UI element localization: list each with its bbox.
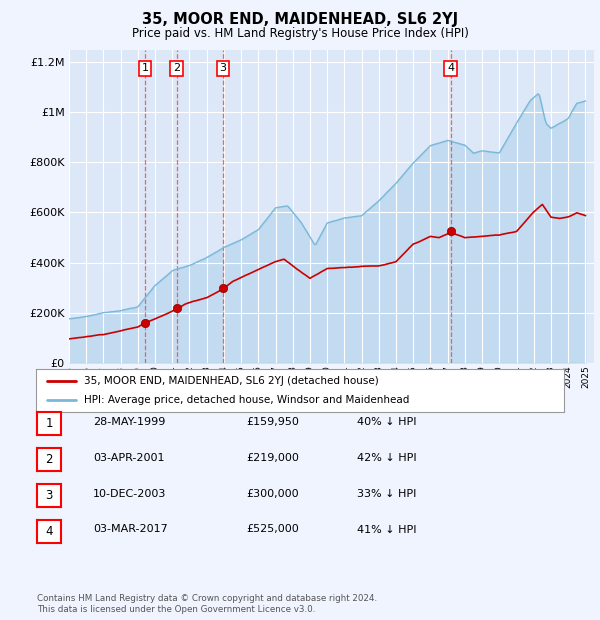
Text: Contains HM Land Registry data © Crown copyright and database right 2024.
This d: Contains HM Land Registry data © Crown c… [37,595,377,614]
Text: 2: 2 [173,63,180,73]
Text: 03-MAR-2017: 03-MAR-2017 [93,525,168,534]
Text: 2: 2 [46,453,53,466]
Text: Price paid vs. HM Land Registry's House Price Index (HPI): Price paid vs. HM Land Registry's House … [131,27,469,40]
Text: 10-DEC-2003: 10-DEC-2003 [93,489,166,498]
Text: 28-MAY-1999: 28-MAY-1999 [93,417,166,427]
Text: 4: 4 [447,63,454,73]
Text: 33% ↓ HPI: 33% ↓ HPI [357,489,416,498]
Text: £525,000: £525,000 [246,525,299,534]
Text: 42% ↓ HPI: 42% ↓ HPI [357,453,416,463]
Text: 35, MOOR END, MAIDENHEAD, SL6 2YJ: 35, MOOR END, MAIDENHEAD, SL6 2YJ [142,12,458,27]
Text: £159,950: £159,950 [246,417,299,427]
Text: 3: 3 [46,489,53,502]
Text: 41% ↓ HPI: 41% ↓ HPI [357,525,416,534]
Text: 4: 4 [46,525,53,538]
Text: HPI: Average price, detached house, Windsor and Maidenhead: HPI: Average price, detached house, Wind… [83,395,409,405]
Text: 03-APR-2001: 03-APR-2001 [93,453,164,463]
Text: 3: 3 [220,63,226,73]
Text: 35, MOOR END, MAIDENHEAD, SL6 2YJ (detached house): 35, MOOR END, MAIDENHEAD, SL6 2YJ (detac… [83,376,378,386]
Text: £300,000: £300,000 [246,489,299,498]
Text: 1: 1 [142,63,148,73]
Text: 40% ↓ HPI: 40% ↓ HPI [357,417,416,427]
Text: 1: 1 [46,417,53,430]
Text: £219,000: £219,000 [246,453,299,463]
